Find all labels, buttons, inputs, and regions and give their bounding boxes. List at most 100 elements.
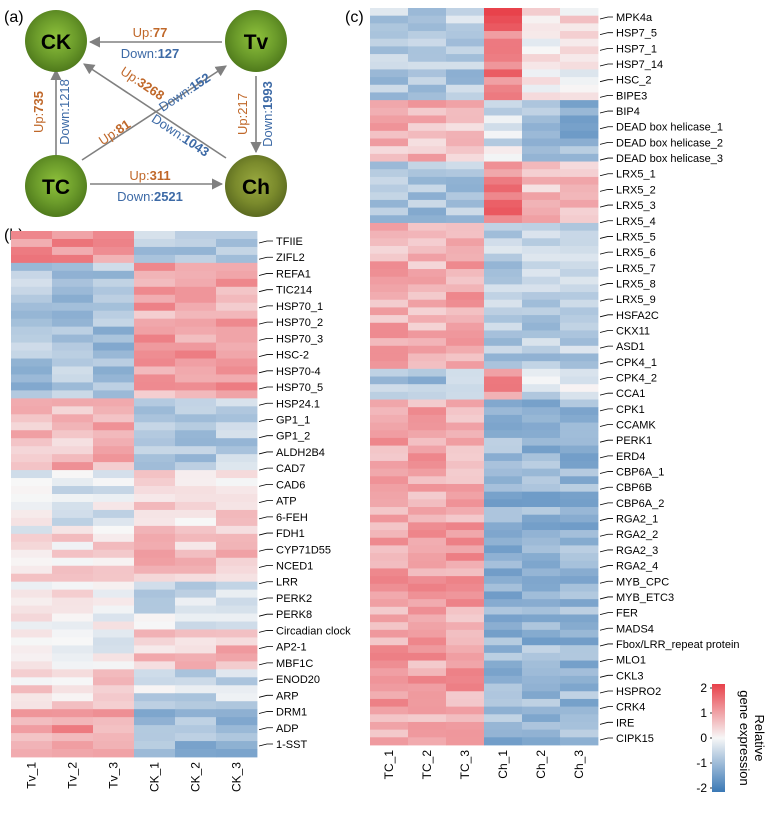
heatmap-cell — [175, 334, 217, 343]
heatmap-cell — [370, 376, 409, 385]
heatmap-cell — [446, 476, 485, 485]
gene-label: GP1_1 — [276, 414, 310, 426]
heatmap-cell — [484, 660, 523, 669]
heatmap-cell — [522, 437, 561, 446]
heatmap-cell — [175, 326, 217, 336]
heatmap-cell — [93, 310, 135, 320]
heatmap-cell — [484, 146, 523, 155]
gene-label: PERK1 — [616, 435, 652, 447]
heatmap-cell — [175, 541, 217, 551]
heatmap-cell — [484, 353, 523, 362]
heatmap-cell — [370, 8, 409, 17]
heatmap-cell — [408, 361, 447, 370]
heatmap-cell — [134, 661, 176, 670]
heatmap-cell — [370, 491, 409, 500]
gene-leader-line — [599, 706, 613, 710]
heatmap-cell — [93, 454, 135, 463]
heatmap-cell — [484, 545, 523, 554]
heatmap-cell — [370, 698, 409, 708]
heatmap-cell — [446, 437, 485, 446]
heatmap-cell — [370, 54, 409, 63]
gene-leader-line — [599, 283, 613, 286]
heatmap-cell — [370, 460, 409, 470]
heatmap-cell — [175, 605, 217, 614]
heatmap-cell — [560, 54, 599, 63]
gene-label: RGA2_3 — [616, 545, 658, 557]
gene-leader-line — [599, 408, 613, 412]
heatmap-cell — [52, 358, 94, 367]
heatmap-cell — [370, 476, 409, 485]
heatmap-cell — [93, 462, 135, 471]
heatmap-cell — [93, 525, 135, 535]
gene-label: CCA1 — [616, 388, 645, 400]
heatmap-cell — [408, 292, 447, 301]
heatmap-cell — [408, 199, 447, 209]
heatmap-cell — [134, 653, 176, 662]
heatmap-cell — [93, 374, 135, 383]
heatmap-cell — [522, 292, 561, 301]
heatmap-cell — [93, 653, 135, 662]
heatmap-cell — [446, 460, 485, 470]
heatmap-cell — [408, 545, 447, 554]
heatmap-cell — [408, 245, 447, 255]
heatmap-cell — [446, 276, 485, 285]
heatmap-cell — [484, 407, 523, 416]
heatmap-cell — [93, 645, 135, 654]
heatmap-cell — [484, 161, 523, 170]
heatmap-cell — [484, 84, 523, 93]
gene-label: CBP6B — [616, 482, 652, 494]
heatmap-cell — [446, 253, 485, 262]
heatmap-cell — [175, 374, 217, 383]
heatmap-cell — [216, 557, 258, 567]
heatmap-cell — [93, 741, 135, 750]
heatmap-cell — [446, 100, 485, 109]
heatmap-cell — [484, 368, 523, 377]
node-ch: Ch — [225, 155, 287, 217]
heatmap-cell — [522, 729, 561, 738]
heatmap-cell — [522, 384, 561, 393]
heatmap-cell — [52, 254, 94, 264]
heatmap-cell — [408, 476, 447, 485]
heatmap-cell — [134, 318, 176, 328]
heatmap-cell — [408, 376, 447, 385]
heatmap-cell — [560, 668, 599, 677]
heatmap-cell — [52, 613, 94, 622]
heatmap-cell — [370, 407, 409, 416]
heatmap-cell — [560, 69, 599, 78]
gene-leader-line — [599, 533, 613, 537]
heatmap-cell — [522, 100, 561, 109]
heatmap-cell — [370, 637, 409, 646]
gene-leader-line — [599, 690, 613, 694]
heatmap-cell — [216, 613, 258, 622]
heatmap-cell — [11, 238, 53, 248]
heatmap-cell — [216, 517, 258, 527]
column-label: Ch_1 — [496, 750, 510, 779]
heatmap-cell — [522, 69, 561, 78]
gene-label: HSP70_1 — [276, 301, 323, 313]
heatmap-cell — [560, 153, 599, 162]
heatmap-cell — [11, 645, 53, 654]
heatmap-cell — [560, 315, 599, 324]
heatmap-cell — [216, 470, 258, 479]
heatmap-cell — [408, 146, 447, 155]
heatmap-cell — [484, 507, 523, 516]
gene-label: LRR — [276, 577, 298, 589]
gene-label: HSP70_3 — [276, 333, 323, 345]
heatmap-cell — [370, 721, 409, 731]
heatmap-cell — [408, 583, 447, 592]
heatmap-cell — [408, 499, 447, 508]
heatmap-cell — [93, 422, 135, 431]
heatmap-cell — [134, 390, 176, 399]
heatmap-cell — [11, 573, 53, 583]
heatmap-cell — [134, 231, 176, 240]
heatmap-cell — [370, 514, 409, 523]
heatmap-cell — [560, 476, 599, 485]
heatmap-cell — [484, 361, 523, 370]
heatmap-cell — [134, 454, 176, 463]
heatmap-cell — [370, 660, 409, 669]
heatmap-cell — [560, 84, 599, 93]
heatmap-cell — [408, 445, 447, 454]
edge-tv-ch-down: Down:1993 — [260, 81, 275, 147]
heatmap-cell — [446, 299, 485, 308]
heatmap-cell — [175, 741, 217, 750]
